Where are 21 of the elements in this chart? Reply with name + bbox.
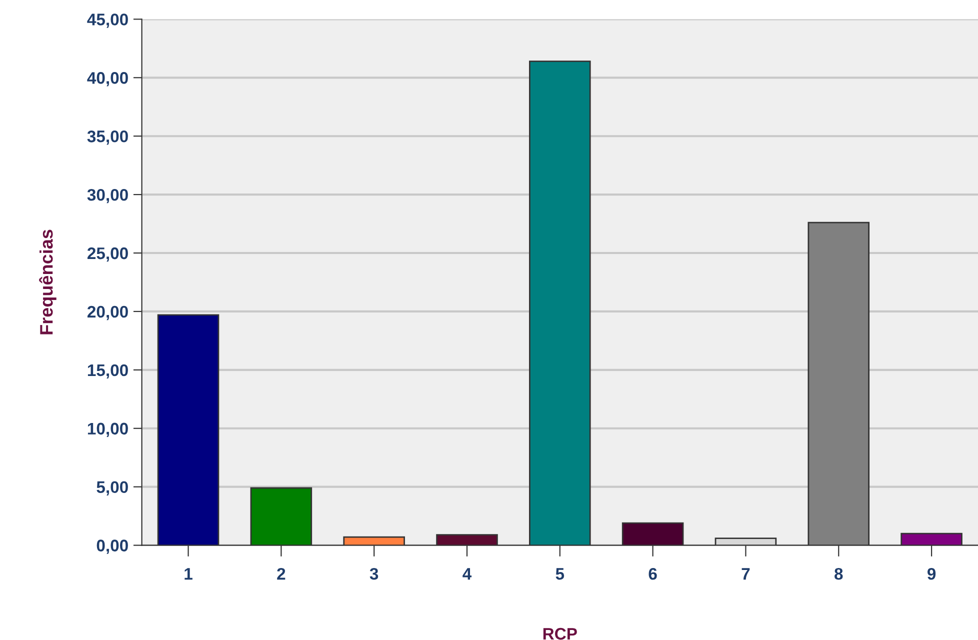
- y-tick-label: 15,00: [88, 364, 128, 379]
- y-tick-label: 30,00: [87, 188, 128, 204]
- x-tick-label: 8: [834, 568, 843, 580]
- y-tick-label: 5,00: [96, 481, 128, 496]
- x-tick-label: 2: [277, 568, 286, 580]
- y-tick-label: 25,00: [87, 247, 128, 262]
- x-tick-label: 3: [370, 568, 378, 580]
- x-tick-label: 4: [462, 568, 472, 580]
- x-tick-label: 1: [184, 568, 192, 580]
- x-axis-title: RCP: [543, 628, 577, 640]
- y-tick-label: 0,00: [96, 540, 128, 554]
- y-tick-label: 40,00: [87, 72, 128, 86]
- y-tick-label: 35,00: [87, 130, 128, 145]
- y-tick-label: 45,00: [87, 14, 128, 28]
- y-tick-label: 20,00: [87, 306, 128, 320]
- x-tick-label: 9: [927, 568, 936, 580]
- y-tick-label: 10,00: [88, 422, 128, 437]
- x-tick-label: 5: [556, 568, 564, 580]
- x-tick-label: 6: [648, 568, 657, 580]
- y-axis-title: Frequências: [39, 230, 56, 334]
- x-tick-label: 7: [742, 568, 750, 580]
